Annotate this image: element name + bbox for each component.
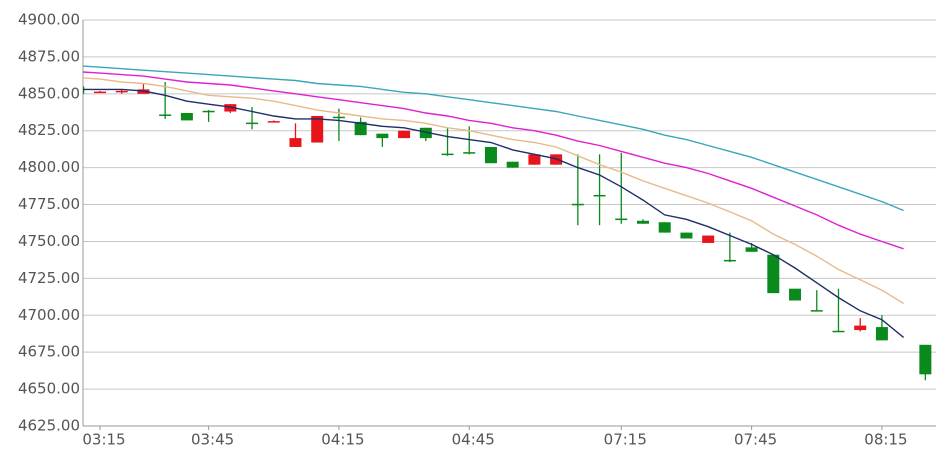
- candle-body: [702, 235, 715, 243]
- candle-body: [528, 154, 541, 165]
- candle-body: [723, 259, 736, 262]
- candle-body: [289, 138, 302, 147]
- moving-average-line: [83, 77, 904, 305]
- candle-body: [615, 218, 628, 221]
- candle-body: [637, 220, 649, 224]
- candle-body: [441, 153, 454, 156]
- candle-body: [463, 152, 476, 154]
- y-tick-label: 4875.00: [18, 47, 80, 65]
- candle-body: [919, 344, 932, 375]
- moving-average-line: [83, 65, 904, 212]
- candle-body: [246, 122, 259, 125]
- y-tick-label: 4800.00: [18, 158, 80, 176]
- candle-body: [506, 161, 519, 168]
- candle-body: [658, 222, 671, 233]
- y-tick-label: 4825.00: [18, 121, 80, 139]
- candle-body: [376, 133, 389, 139]
- candle-body: [680, 232, 693, 239]
- candle-body: [484, 146, 497, 164]
- candle-body: [398, 130, 411, 139]
- moving-average-line: [83, 88, 905, 338]
- candle-body: [810, 310, 823, 312]
- y-tick-label: 4900.00: [18, 11, 80, 29]
- x-tick-label: 03:45: [191, 431, 234, 449]
- x-tick-label: 03:15: [82, 431, 125, 449]
- candle-body: [832, 330, 845, 333]
- candle-body: [745, 247, 758, 252]
- candle-body: [419, 127, 432, 139]
- y-tick-label: 4750.00: [18, 232, 80, 250]
- candle-body: [571, 203, 584, 206]
- y-tick-label: 4725.00: [18, 269, 80, 287]
- x-tick-label: 07:15: [604, 431, 647, 449]
- candle-body: [94, 91, 106, 94]
- candle-body: [159, 114, 172, 116]
- plot: [83, 65, 932, 381]
- x-tick-label: 04:45: [452, 431, 495, 449]
- candle-body: [311, 115, 324, 143]
- candle-body: [875, 327, 888, 341]
- candle-body: [354, 121, 367, 136]
- candle-body: [267, 121, 280, 123]
- candle-body: [854, 325, 867, 331]
- candle-body: [224, 104, 237, 112]
- y-tick-label: 4650.00: [18, 380, 80, 398]
- candle-body: [789, 288, 802, 301]
- candle-body: [180, 113, 193, 121]
- candle-body: [593, 194, 606, 197]
- candle-body: [202, 110, 215, 113]
- y-tick-label: 4675.00: [18, 343, 80, 361]
- candle-body: [83, 86, 85, 94]
- y-tick-label: 4850.00: [18, 84, 80, 102]
- y-tick-label: 4700.00: [18, 306, 80, 324]
- candle-body: [115, 90, 128, 93]
- y-tick-label: 4625.00: [18, 417, 80, 435]
- x-tick-label: 08:15: [864, 431, 907, 449]
- candle-body: [332, 116, 345, 119]
- y-tick-label: 4775.00: [18, 195, 80, 213]
- x-tick-label: 07:45: [734, 431, 777, 449]
- x-tick-label: 04:15: [321, 431, 364, 449]
- candle-body: [767, 254, 780, 294]
- moving-average-line: [83, 71, 904, 250]
